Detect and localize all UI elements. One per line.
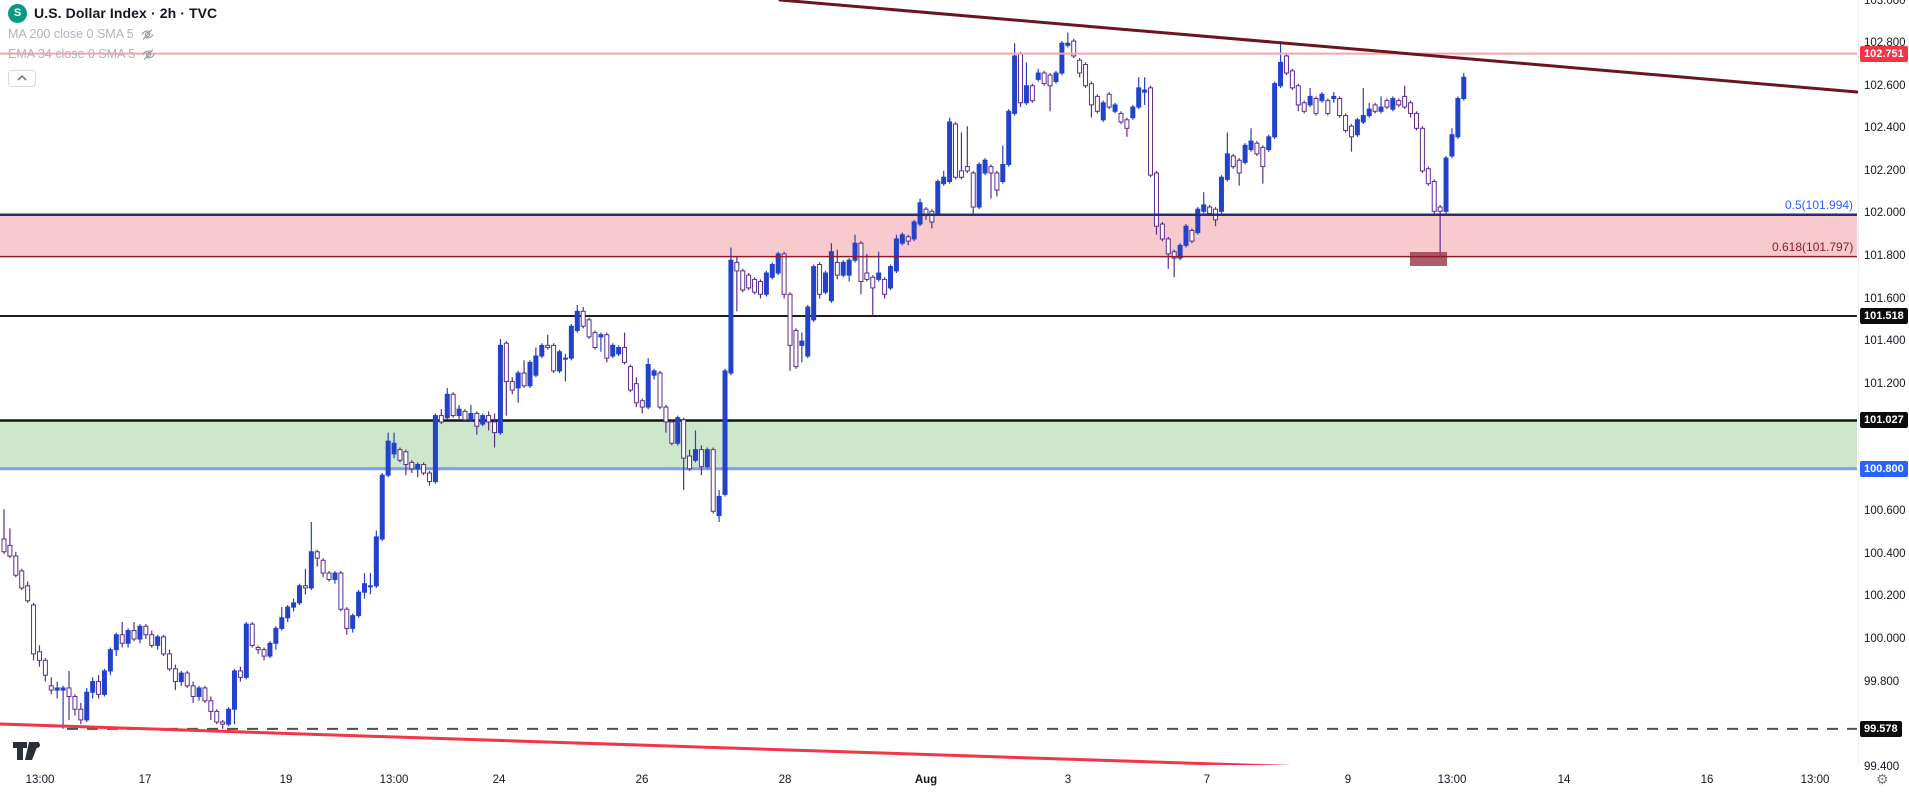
price-level-badge[interactable]: 99.578	[1860, 720, 1902, 737]
time-tick: 13:00	[1800, 774, 1830, 786]
price-tick: 100.400	[1864, 547, 1906, 560]
price-tick: 101.400	[1864, 335, 1906, 348]
time-tick: 3	[1064, 774, 1072, 786]
tradingview-logo[interactable]	[12, 740, 52, 762]
price-axis[interactable]: 103.000 102.800 102.600 102.400 102.200 102.0…	[1858, 0, 1909, 773]
price-tick: 101.600	[1864, 292, 1906, 305]
indicator-label: EMA 34 close 0 SMA 5	[8, 47, 136, 61]
price-tick: 99.400	[1864, 760, 1900, 773]
time-tick: 7	[1203, 774, 1211, 786]
price-level-badge[interactable]: 100.800	[1860, 460, 1908, 477]
axis-settings-gear-icon[interactable]: ⚙	[1876, 771, 1889, 787]
time-axis[interactable]: 13:00 17 19 13:00 24 26 28 Aug 3 7 9 13:00 14 16 13:00	[0, 765, 1858, 795]
time-tick: 14	[1557, 774, 1571, 786]
price-tick: 102.400	[1864, 122, 1906, 135]
time-tick: 13:00	[25, 774, 55, 786]
time-tick: 13:00	[1437, 774, 1467, 786]
time-tick: 13:00	[379, 774, 409, 786]
price-tick: 103.000	[1864, 0, 1906, 7]
price-tick: 100.200	[1864, 590, 1906, 603]
symbol-logo-icon[interactable]: S	[8, 3, 27, 23]
eye-off-icon[interactable]	[140, 27, 155, 42]
eye-off-icon[interactable]	[141, 47, 156, 62]
symbol-header: S U.S. Dollar Index · 2h · TVC MA 200 cl…	[8, 2, 217, 87]
fib-label-0-618[interactable]: 0.618(101.797)	[1772, 239, 1854, 254]
price-level-badge[interactable]: 101.518	[1860, 307, 1908, 324]
time-tick: 24	[492, 774, 506, 786]
price-tick: 101.800	[1864, 249, 1906, 262]
price-tick: 102.000	[1864, 207, 1906, 220]
price-tick: 99.800	[1864, 675, 1900, 688]
time-tick: 26	[635, 774, 649, 786]
indicator-row-ma200[interactable]: MA 200 close 0 SMA 5	[8, 24, 217, 44]
symbol-title[interactable]: U.S. Dollar Index · 2h · TVC	[34, 5, 218, 21]
price-tick: 100.600	[1864, 505, 1906, 518]
fib-label-0-5[interactable]: 0.5(101.994)	[1785, 197, 1854, 212]
time-tick: 9	[1344, 774, 1352, 786]
indicator-label: MA 200 close 0 SMA 5	[8, 27, 134, 41]
collapse-indicators-button[interactable]	[8, 70, 36, 87]
time-tick: 28	[778, 774, 792, 786]
indicator-row-ema34[interactable]: EMA 34 close 0 SMA 5	[8, 44, 217, 64]
symbol-title-row[interactable]: S U.S. Dollar Index · 2h · TVC	[8, 2, 217, 24]
price-level-badge[interactable]: 102.751	[1860, 45, 1908, 62]
time-tick: 16	[1700, 774, 1714, 786]
time-tick: 17	[138, 774, 152, 786]
price-tick: 101.200	[1864, 377, 1906, 390]
price-tick: 102.600	[1864, 79, 1906, 92]
price-tick: 100.000	[1864, 633, 1906, 646]
price-tick: 102.200	[1864, 164, 1906, 177]
time-tick: Aug	[914, 774, 938, 786]
price-level-badge[interactable]: 101.027	[1860, 412, 1908, 429]
time-tick: 19	[279, 774, 293, 786]
